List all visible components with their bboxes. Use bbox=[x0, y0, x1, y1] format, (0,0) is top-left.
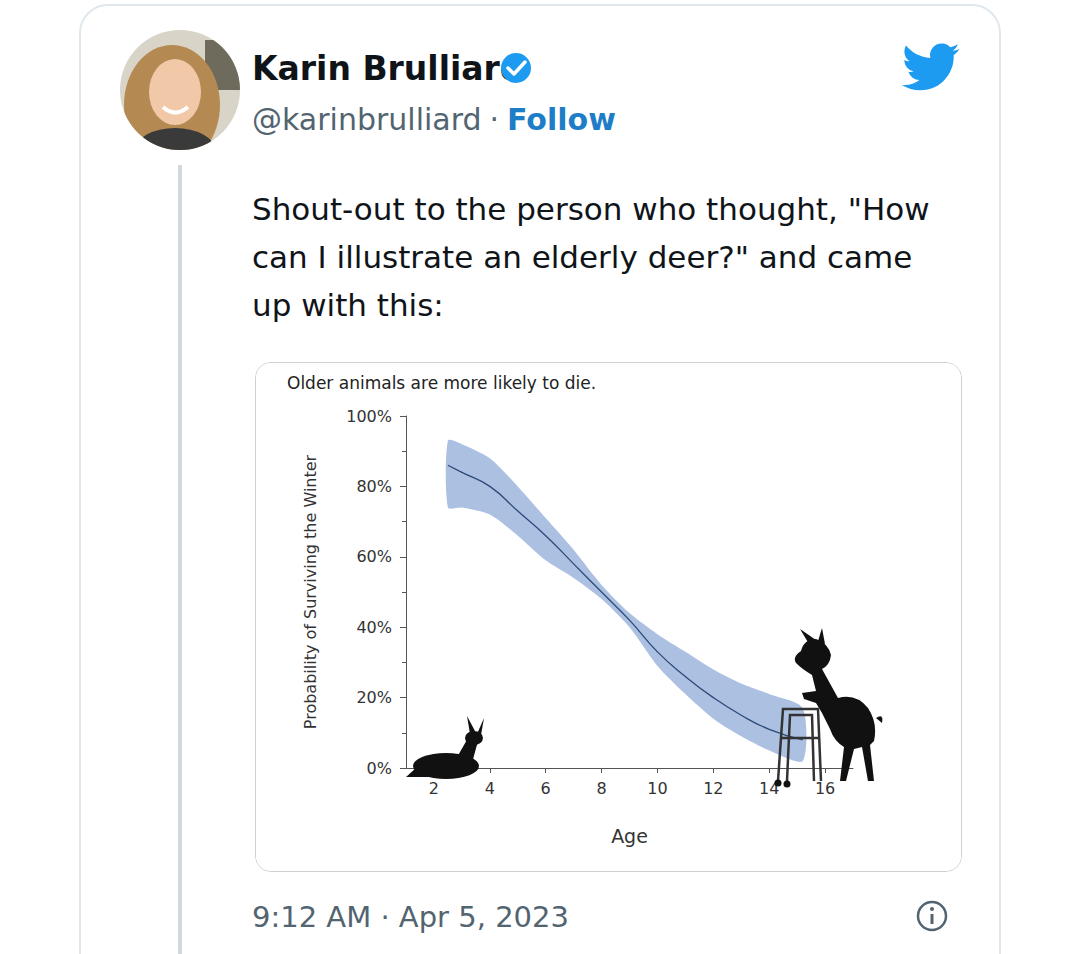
svg-text:20%: 20% bbox=[356, 688, 392, 707]
svg-text:8: 8 bbox=[596, 779, 606, 798]
svg-text:Age: Age bbox=[611, 825, 648, 847]
svg-text:up with this:: up with this: bbox=[252, 287, 444, 323]
svg-text:6: 6 bbox=[541, 779, 551, 798]
svg-text:60%: 60% bbox=[356, 547, 392, 566]
svg-text:40%: 40% bbox=[356, 618, 392, 637]
svg-text:14: 14 bbox=[759, 779, 779, 798]
svg-text:100%: 100% bbox=[346, 407, 392, 426]
svg-text:can I illustrate an elderly de: can I illustrate an elderly deer?" and c… bbox=[252, 239, 912, 275]
svg-text:2: 2 bbox=[429, 779, 439, 798]
svg-text:Karin Brulliard: Karin Brulliard bbox=[252, 49, 523, 88]
svg-text:Shout-out to the person who th: Shout-out to the person who thought, "Ho… bbox=[252, 191, 930, 227]
svg-text:@karinbrulliard·Follow: @karinbrulliard·Follow bbox=[252, 102, 616, 137]
svg-text:0%: 0% bbox=[367, 759, 392, 778]
svg-text:Older animals are more likely: Older animals are more likely to die. bbox=[287, 373, 596, 393]
svg-text:16: 16 bbox=[815, 779, 835, 798]
svg-text:80%: 80% bbox=[356, 477, 392, 496]
svg-text:Probability of Surviving the W: Probability of Surviving the Winter bbox=[301, 454, 320, 729]
svg-text:4: 4 bbox=[485, 779, 495, 798]
svg-text:12: 12 bbox=[703, 779, 723, 798]
svg-text:10: 10 bbox=[647, 779, 667, 798]
svg-text:9:12 AM · Apr 5, 2023: 9:12 AM · Apr 5, 2023 bbox=[252, 900, 569, 934]
